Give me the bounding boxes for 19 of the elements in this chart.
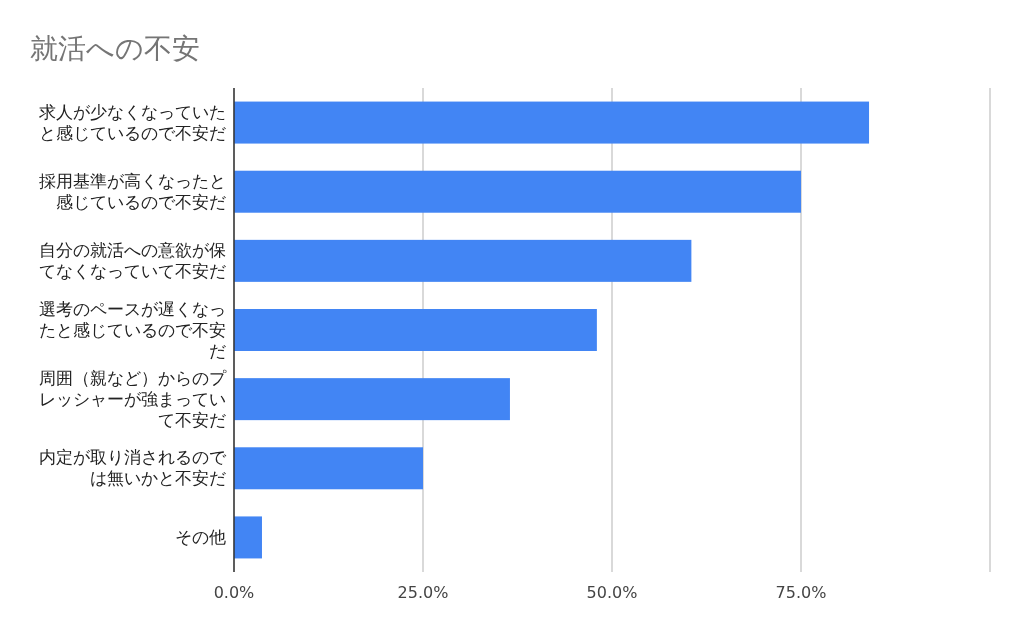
bar xyxy=(234,516,262,559)
y-tick-label: その他 xyxy=(174,526,226,548)
y-tick-label: 内定が取り消されるのでは無いかと不安だ xyxy=(38,447,226,490)
y-tick-label: 採用基準が高くなったと感じているので不安だ xyxy=(38,170,226,213)
chart-title: 就活への不安 xyxy=(30,32,200,65)
y-tick-label: 求人が少なくなっていたと感じているので不安だ xyxy=(38,101,226,144)
bar xyxy=(234,378,510,421)
bar xyxy=(234,170,801,213)
bar xyxy=(234,101,870,144)
bar xyxy=(234,447,423,490)
x-tick-label: 25.0% xyxy=(397,583,449,602)
y-tick-label: 周囲（親など）からのプレッシャーが強まっていて不安だ xyxy=(38,367,226,431)
x-tick-label: 0.0% xyxy=(213,583,255,602)
y-tick-label: 自分の就活への意欲が保てなくなっていて不安だ xyxy=(38,239,226,282)
x-tick-label: 50.0% xyxy=(586,583,638,602)
bar xyxy=(234,309,597,351)
bar xyxy=(234,239,692,282)
x-tick-label: 75.0% xyxy=(775,583,827,602)
y-tick-label: 選考のペースが遅くなったと感じているので不安だ xyxy=(38,298,226,362)
